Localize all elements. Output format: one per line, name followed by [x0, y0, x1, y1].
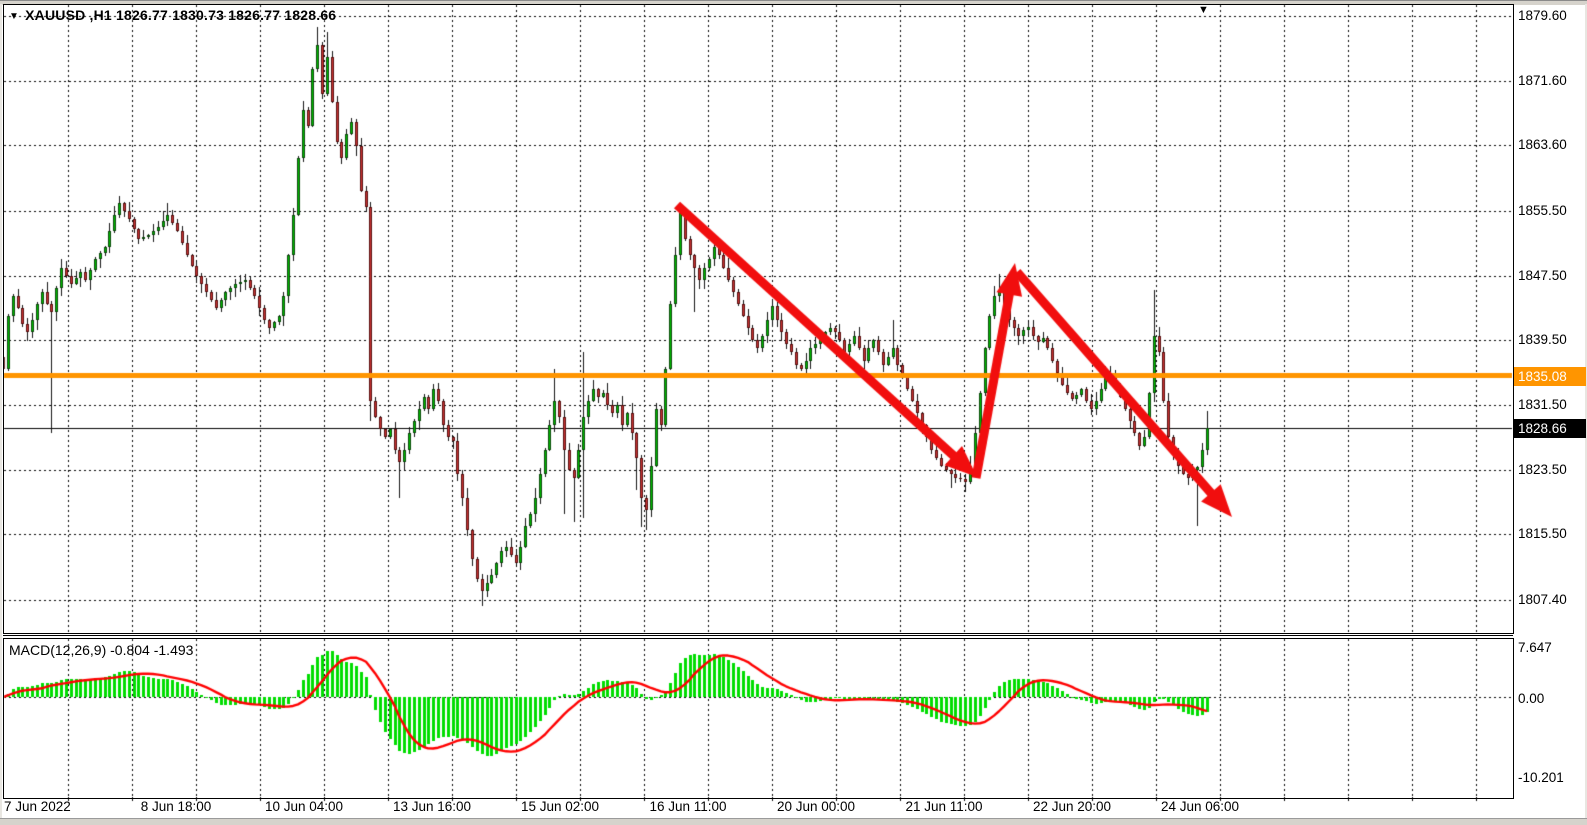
- time-axis-label: 16 Jun 11:00: [649, 799, 727, 814]
- orange-price-tag: 1835.08: [1514, 367, 1586, 387]
- macd-axis-label: 7.647: [1518, 640, 1552, 655]
- macd-pane[interactable]: [3, 638, 1514, 799]
- symbol-ohlc-text: XAUUSD ,H1 1826.77 1830.73 1826.77 1828.…: [25, 7, 337, 23]
- current-price-tag: 1828.66: [1514, 419, 1586, 439]
- price-axis-label: 1815.50: [1518, 526, 1567, 542]
- time-axis-label: 21 Jun 11:00: [905, 799, 983, 814]
- window-right-edge: [1585, 4, 1587, 818]
- main-price-pane[interactable]: [3, 4, 1514, 634]
- macd-axis-label: 0.00: [1518, 691, 1545, 706]
- price-axis-label: 1871.60: [1518, 72, 1567, 88]
- price-axis-label: 1847.50: [1518, 267, 1567, 283]
- price-axis-label: 1839.50: [1518, 332, 1567, 348]
- time-axis-label: 7 Jun 2022: [4, 799, 71, 814]
- price-axis-label: 1855.50: [1518, 202, 1567, 218]
- macd-indicator-label: MACD(12,26,9) -0.804 -1.493: [9, 642, 194, 658]
- window-top-edge: [0, 0, 1587, 5]
- price-axis-label: 1823.50: [1518, 461, 1567, 477]
- chart-shift-marker-icon[interactable]: ▼: [1198, 4, 1209, 16]
- window-left-edge: [0, 4, 2, 818]
- pane-separator[interactable]: [3, 635, 1513, 636]
- time-axis-label: 8 Jun 18:00: [140, 799, 212, 814]
- price-axis-label: 1879.60: [1518, 8, 1567, 23]
- time-axis-label: 15 Jun 02:00: [520, 799, 600, 814]
- time-axis-label: 24 Jun 06:00: [1160, 799, 1240, 814]
- chart-title: ▼ XAUUSD ,H1 1826.77 1830.73 1826.77 1828…: [9, 7, 336, 23]
- window-bottom-edge: [0, 818, 1587, 825]
- price-axis-label: 1831.50: [1518, 397, 1567, 413]
- symbol-dropdown-icon[interactable]: ▼: [9, 11, 20, 22]
- time-axis-label: 13 Jun 16:00: [392, 799, 472, 814]
- price-axis-label: 1807.40: [1518, 592, 1567, 607]
- time-axis-label: 20 Jun 00:00: [776, 799, 856, 814]
- time-axis-label: 22 Jun 20:00: [1032, 799, 1112, 814]
- macd-axis-label: -10.201: [1518, 770, 1564, 785]
- price-axis-label: 1863.60: [1518, 137, 1567, 153]
- time-axis-label: 10 Jun 04:00: [264, 799, 344, 814]
